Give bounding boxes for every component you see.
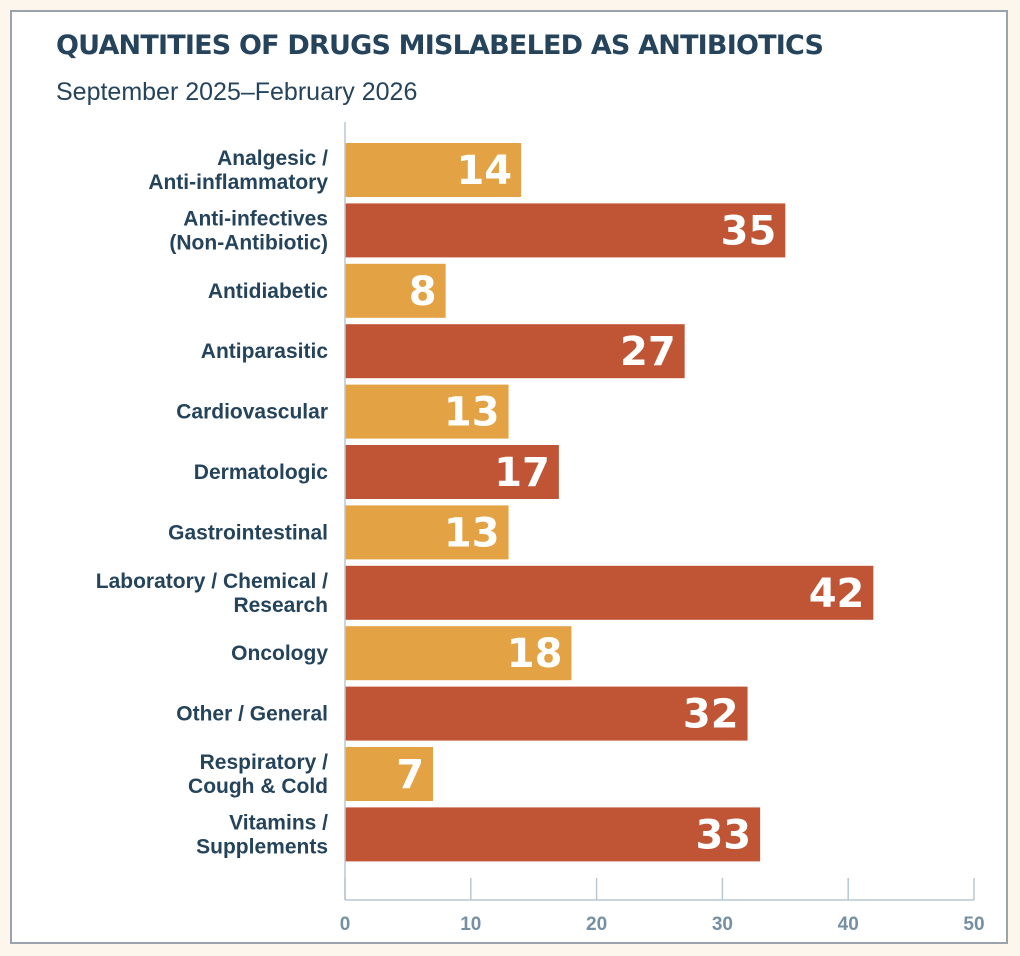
category-label: Cough & Cold <box>188 775 328 798</box>
bar <box>345 143 522 197</box>
x-tick-label: 40 <box>838 914 859 935</box>
category-label: Analgesic / <box>217 147 328 170</box>
bar-value-label: 33 <box>695 812 751 858</box>
bar-group: 14 Analgesic / Anti-inflammatory <box>148 143 522 197</box>
bar-value-label: 8 <box>409 269 437 315</box>
x-tick-label: 50 <box>963 914 984 935</box>
bar-group: 32 Other / General <box>176 686 748 741</box>
x-tick-label: 0 <box>340 914 351 935</box>
bar <box>345 747 434 801</box>
bars-group: 14 Analgesic / Anti-inflammatory 35 Anti-in… <box>96 143 874 862</box>
chart-title: QUANTITIES OF DRUGS MISLABELED AS ANTIBI… <box>56 30 824 61</box>
bar-value-label: 35 <box>721 208 777 254</box>
bar-group: 27 Antiparasitic <box>201 324 685 379</box>
x-tick-label: 30 <box>712 914 733 935</box>
bar-value-label: 17 <box>494 450 550 496</box>
bar-group: 8 Antidiabetic <box>208 263 446 318</box>
bar-group: 17 Dermatologic <box>194 445 559 499</box>
bar-group: 18 Oncology <box>231 626 572 681</box>
bar-value-label: 18 <box>507 631 563 677</box>
x-axis: 0 10 20 30 40 50 <box>340 122 985 935</box>
bar <box>345 686 748 741</box>
category-label: Antidiabetic <box>208 280 328 303</box>
bar-value-label: 32 <box>683 692 739 738</box>
bar-group: 33 Vitamins /Supplements <box>196 807 761 862</box>
bar-group: 35 Anti-infectives(Non-Antibiotic) <box>169 203 786 258</box>
category-label: Antiparasitic <box>201 340 329 363</box>
bar <box>345 807 761 862</box>
bar-group: 42 Laboratory / Chemical /Research <box>96 565 874 620</box>
bar <box>345 203 786 258</box>
category-label: Vitamins / <box>229 811 328 834</box>
bar-value-label: 7 <box>396 752 424 798</box>
category-label: Other / General <box>176 703 328 726</box>
category-label: Dermatologic <box>194 461 329 484</box>
category-label: Oncology <box>231 642 328 665</box>
bar <box>345 565 874 620</box>
bar <box>345 324 685 379</box>
bar-value-label: 14 <box>456 148 512 194</box>
bar <box>345 626 572 681</box>
bar-value-label: 13 <box>444 390 500 436</box>
category-label: Anti-inflammatory <box>148 171 328 194</box>
category-label: Gastrointestinal <box>168 521 328 544</box>
bar <box>345 384 509 439</box>
category-label: Laboratory / Chemical / <box>96 570 328 593</box>
bar <box>345 505 509 560</box>
bar-group: 7 Respiratory /Cough & Cold <box>188 747 434 801</box>
x-tick-label: 20 <box>586 914 607 935</box>
bar-group: 13 Cardiovascular <box>176 384 509 439</box>
category-label: Respiratory / <box>200 751 329 774</box>
category-label: (Non-Antibiotic) <box>169 231 328 254</box>
chart-subtitle: September 2025–February 2026 <box>56 78 418 106</box>
category-label: Research <box>233 594 328 617</box>
x-tick-label: 10 <box>460 914 481 935</box>
bar-group: 13 Gastrointestinal <box>168 505 509 560</box>
bar-value-label: 27 <box>620 329 676 375</box>
bar-value-label: 42 <box>809 571 865 617</box>
bar <box>345 445 559 499</box>
category-label: Cardiovascular <box>176 401 328 424</box>
category-label: Supplements <box>196 835 328 858</box>
category-label: Anti-infectives <box>183 207 328 230</box>
bar-value-label: 13 <box>444 510 500 556</box>
bar <box>345 263 446 318</box>
